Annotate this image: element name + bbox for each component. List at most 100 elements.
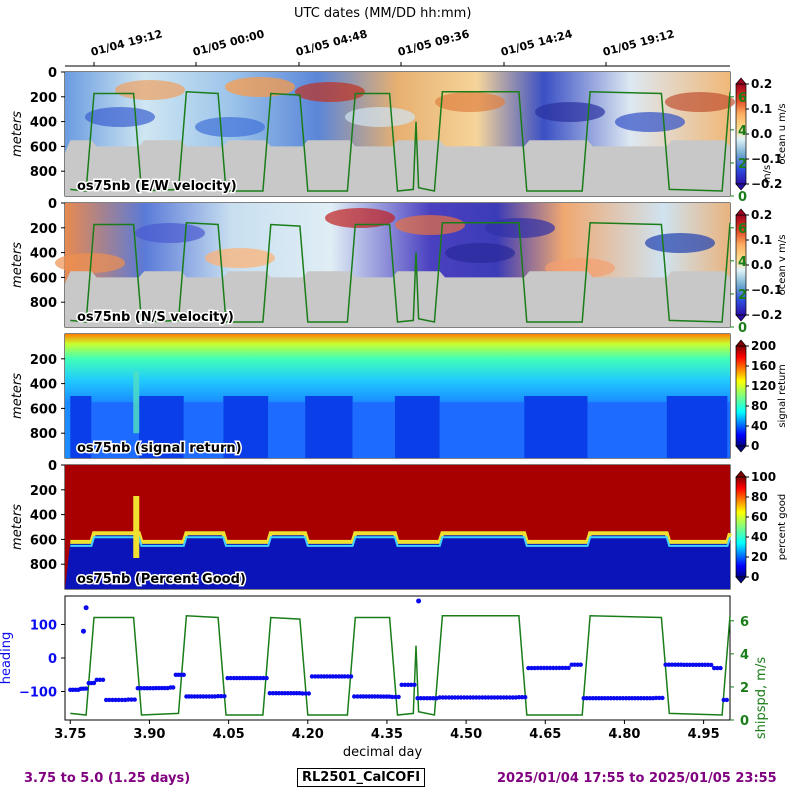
heading-point [620,696,626,701]
pg-transition-cyan [70,536,731,547]
heading-point [519,695,525,700]
heading-point [554,665,559,671]
colorbar-extend-bottom [735,576,747,584]
heading-point [352,694,357,699]
heading-point [721,697,726,703]
heading-point [464,695,470,700]
heading-point [83,686,89,691]
colorbar-extend-top [735,339,747,347]
x-tick-label: 3.90 [133,727,165,742]
heading-point [402,682,408,687]
heading-point [418,696,423,701]
colorbar-label: percent good [777,494,788,560]
heading-point [215,694,221,699]
signal-underway-band [352,402,395,458]
heading-point [602,696,607,701]
colorbar-extend-top [735,470,747,478]
right-tick-label: 2 [738,157,747,172]
heading-point [663,662,668,667]
heading-point [421,696,427,701]
heading-point [313,674,318,679]
heading-point [486,695,491,700]
depth-tick-label: 200 [30,222,57,237]
colorbar-extend-bottom [735,445,747,453]
colorbar-tick-label: 0.2 [751,77,772,91]
depth-tick-label: 600 [30,533,57,548]
colorbar-tick-label: 200 [751,339,776,353]
heading-point [94,677,99,682]
depth-tick-label: 800 [30,165,57,180]
colorbar-tick-label: 80 [751,490,768,504]
speed-tick-label: 4 [740,648,749,663]
heading-point [181,672,186,677]
colorbar-tick-label: 0.0 [751,127,772,141]
velocity-blob [665,92,735,112]
right-tick-label: 6 [738,91,747,106]
right-tick-label: 4 [738,255,747,270]
colorbar-tick-label: 0 [751,439,759,453]
signal-underway-band [268,402,306,458]
signal-deep-band [223,396,269,458]
signal-deep-band [666,396,728,458]
x-tick-label: 4.50 [450,727,482,742]
colorbar-tick-label: −0.2 [751,308,782,322]
heading-point [523,695,528,700]
heading-point [309,674,315,679]
signal-deep-band [70,396,92,458]
heading-point [342,674,347,679]
depth-tick-label: 200 [30,91,57,106]
speed-axis-label: shipspd, m/s [754,657,769,739]
footer-range: 3.75 to 5.0 (1.25 days) [24,771,191,786]
heading-point [113,697,118,703]
heading-point [547,665,553,671]
heading-point [399,682,404,687]
heading-point [138,686,144,691]
heading-point [715,665,720,671]
velocity-blob [295,82,365,102]
right-tick-label: 2 [738,288,747,303]
heading-point [578,662,583,667]
heading-point [504,695,509,700]
heading-point [718,665,723,671]
heading-point [104,697,109,703]
colorbar [735,476,747,578]
signal-deep-band [394,396,440,458]
footer-date-range: 2025/01/04 17:55 to 2025/01/05 23:55 [497,771,777,786]
signal-underway-band [91,402,139,458]
heading-point [428,696,433,701]
pg-transition [70,531,732,544]
right-tick-label: 4 [738,124,747,139]
colorbar-tick-label: 0.0 [751,258,772,272]
speed-tick-label: 2 [740,681,749,696]
colorbar-extend-top [735,77,747,85]
velocity-blob [205,248,275,268]
depth-axis-label: meters [10,373,25,419]
depth-tick-label: 200 [30,484,57,499]
heading-point [228,675,233,681]
heading-point [300,691,305,696]
depth-tick-label: 200 [30,353,57,368]
colorbar-tick-label: 0.2 [751,208,772,222]
depth-tick-label: 0 [48,459,57,474]
colorbar-extend-bottom [735,314,747,322]
pg-low-region [65,533,730,589]
header-title: UTC dates (MM/DD hh:mm) [294,6,472,21]
panel-frame [64,595,731,721]
heading-point [171,685,176,690]
heading-point [396,694,401,700]
speed-tick-label: 0 [740,714,749,729]
heading-point [267,691,272,696]
colorbar-tick-label: 0 [751,570,759,584]
signal-deep-band [138,396,184,458]
velocity-blob [195,117,265,137]
colorbar-tick-label: 100 [751,470,776,484]
heading-point [458,695,464,700]
date-tick-label: 01/05 00:00 [191,27,266,59]
heading-point [100,677,106,682]
colorbar-label: ocean u m/s [777,103,788,164]
signal-underway-band [587,402,667,458]
signal-underway-band [727,402,730,458]
speed-tick-label: 6 [740,615,749,630]
heading-outlier-point [416,598,422,604]
heading-point [551,665,556,671]
